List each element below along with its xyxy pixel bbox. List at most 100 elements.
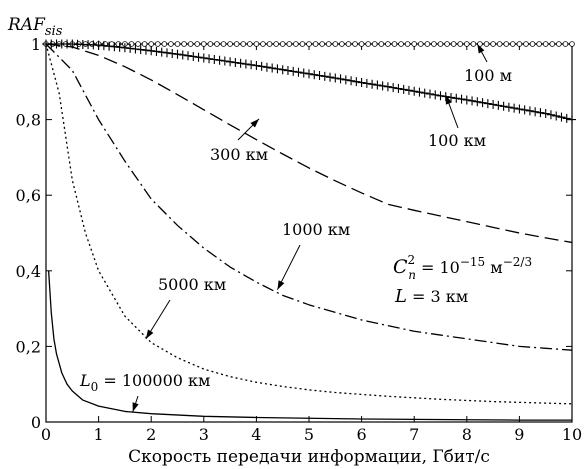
series-1-marker [310,70,319,80]
x-tick-label-8: 8 [462,425,472,444]
label-l0-sub: 0 [91,380,99,394]
series-0-marker [187,41,194,47]
series-1-marker [499,101,508,111]
series-1-marker [341,75,350,85]
series-0-marker [181,41,187,47]
series-1-marker [257,61,266,71]
x-tick-label-10: 10 [562,425,582,444]
series-0-marker [227,41,233,47]
y-tick-label-0: 0 [31,413,41,432]
series-1-marker [404,85,413,95]
series-1-marker [299,68,308,78]
series-1-marker [452,93,461,103]
series-0-marker [312,41,319,47]
series-0-marker [220,41,227,47]
series-1-marker [262,62,271,72]
label-100km: 100 км [428,131,486,150]
series-0-marker [385,41,391,47]
series-1-marker [420,88,429,98]
label-length-value: = 3 км [407,287,468,306]
series-1-marker [189,51,198,61]
series-1-marker [241,59,250,69]
series-1-marker [162,48,171,58]
series-0-marker [266,41,273,47]
y-tick-label-2: 0,4 [16,262,41,281]
series-0-marker [325,41,332,47]
series-0-marker [457,41,464,47]
x-tick-label-9: 9 [514,425,524,444]
series-1-marker [141,45,150,55]
series-1-marker [473,97,482,107]
x-axis-title: Скорость передачи информации, Гбит/с [128,447,490,467]
series-0-marker [141,41,148,47]
series-3-line [45,43,573,351]
series-0-marker [569,41,575,47]
ticks-layer: 0 1 2 3 4 5 6 7 8 9 10 0 0,2 0,4 0,6 0,8 1 [16,35,583,444]
arrows-layer [132,43,488,412]
series-1-marker [520,105,529,115]
series-1-marker [252,61,261,71]
series-0-marker [365,41,371,47]
arrow-100m-head [477,44,485,54]
series-1-marker [394,84,403,94]
x-tick-label-2: 2 [146,425,156,444]
series-0-marker [207,41,214,47]
series-0-marker [556,41,562,47]
series-0-marker [483,41,490,47]
arrow-100km-head [445,95,452,105]
series-1-marker [531,107,540,117]
series-0-marker [450,41,457,47]
y-tick-label-5: 1 [31,35,41,54]
series-1-marker [289,66,298,76]
series-5-line [47,270,572,421]
series-0-marker [398,41,404,47]
series-1-marker [326,72,335,82]
y-axis-title: RAFsis [7,15,63,39]
x-tick-label-3: 3 [199,425,209,444]
series-1-marker [436,91,445,101]
series-0-marker [503,41,510,47]
series-0-marker [345,41,352,47]
series-0-marker [174,41,181,47]
label-100m: 100 м [464,66,512,85]
series-0-marker [417,41,424,47]
label-l0-symbol: L [79,371,91,390]
series-0-marker [286,41,293,47]
arrow-1000km-head [277,280,285,290]
series-1-marker [425,89,434,99]
series-1-marker [184,51,193,61]
series-0-marker [529,41,536,47]
series-1-marker [504,102,513,112]
series-0-marker [536,41,542,47]
label-1000km: 1000 км [282,220,350,239]
series-0-marker [549,41,556,47]
series-0-marker [424,41,431,47]
label-cn2-sup: 2 [408,253,416,267]
series-0-marker [463,41,470,47]
y-axis-title-main: RAF [7,15,46,35]
series-0-marker [194,41,201,47]
series-0-marker [490,41,496,47]
series-0-marker [233,41,240,47]
series-0-marker [437,41,444,47]
series-1-marker [362,78,371,88]
arrow-l0-head [132,402,139,412]
series-0-marker [496,41,503,47]
series-0-marker [358,41,365,47]
series-1-marker [383,82,392,92]
series-0-marker [273,41,279,47]
series-1-marker [126,43,135,53]
series-1-marker [410,86,419,96]
series-1-marker [373,80,382,90]
series-1-marker [483,99,492,109]
series-1-marker [494,100,503,110]
y-axis-title-sub: sis [45,24,63,39]
series-0-marker [411,41,418,47]
x-tick-label-6: 6 [357,425,367,444]
series-1-marker [136,45,145,55]
series-0-marker [148,41,155,47]
series-0-marker [154,41,161,47]
label-300km: 300 км [210,145,268,164]
series-0-marker [391,41,398,47]
series-4 [45,43,573,405]
